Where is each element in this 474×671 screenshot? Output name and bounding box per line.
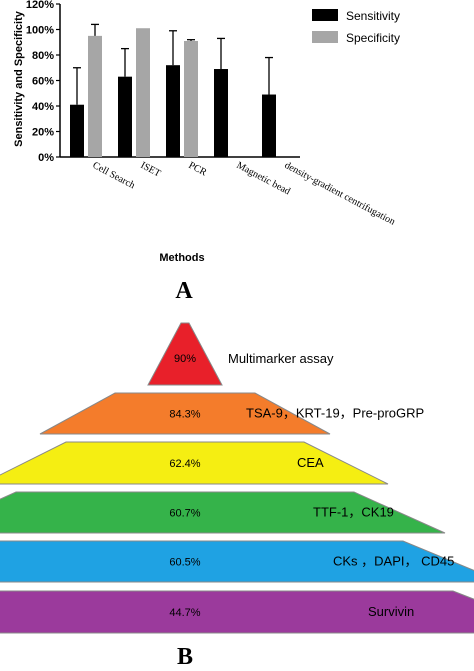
pyramid-label: TSA-9，KRT-19，Pre-proGRP [246,406,424,421]
y-tick-labels: 0% 20% 40% 60% 80% 100% 120% [26,0,54,164]
x-tick-labels: Cell Search ISET PCR Magnetic beaddensity-g… [91,160,397,228]
pyramid-label: TTF-1，CK19 [313,505,394,520]
pyramid-label: CKs ，DAPI， CD45 [333,554,454,569]
bar-sensitivity [70,104,84,157]
x-tick-label: Magnetic bead [235,160,292,197]
pyramid-levels: 90% Multimarker assay 84.3% TSA-9，KRT-19，Pr… [0,322,474,634]
y-tick-label: 80% [32,50,54,62]
bar-chart-panel: 0% 20% 40% 60% 80% 100% 120% Cell Search ISET PC… [13,0,400,304]
x-tick-label: ISET [139,160,163,180]
bar-sensitivity [262,94,276,157]
pyramid-value: 90% [174,353,196,365]
pyramid-level [0,491,446,534]
panel-label-a: A [175,278,193,304]
legend-label: Sensitivity [346,9,400,23]
bar-specificity [136,28,150,157]
pyramid-level [0,540,474,583]
legend-swatch [312,31,338,43]
pyramid-value: 60.7% [169,508,200,520]
x-tick-label: density-gradient centrifugation [283,160,397,228]
pyramid-value: 44.7% [169,607,200,619]
bar-sensitivity [118,76,132,157]
pyramid-value: 84.3% [169,409,200,421]
bar-sensitivity [214,69,228,157]
pyramid-value: 62.4% [169,458,200,470]
x-tick-label: Cell Search [91,160,137,191]
bars [70,23,276,157]
bar-specificity [88,35,102,157]
pyramid-level [0,590,474,634]
legend: Sensitivity Specificity [312,9,400,45]
panel-label-b: B [177,644,193,670]
x-axis-label: Methods [159,252,204,264]
y-axis-label: Sensitivity and Specificity [13,10,25,147]
pyramid-level [39,392,331,435]
bar-sensitivity [166,65,180,157]
y-tick-label: 40% [32,101,54,113]
pyramid-level [0,441,389,485]
y-tick-label: 0% [38,152,54,164]
pyramid-label: Survivin [368,604,414,619]
pyramid-label: CEA [297,455,324,470]
pyramid-label: Multimarker assay [228,351,334,366]
pyramid-value: 60.5% [169,557,200,569]
y-tick-label: 120% [26,0,54,11]
legend-swatch [312,9,338,21]
y-tick-label: 100% [26,25,54,37]
y-tick-label: 60% [32,76,54,88]
legend-label: Specificity [346,31,400,45]
x-tick-label: PCR [187,160,209,179]
bar-specificity [184,40,198,157]
pyramid-panel: 90% Multimarker assay 84.3% TSA-9，KRT-19，Pr… [0,322,474,670]
pyramid-level [147,322,223,386]
y-tick-label: 20% [32,127,54,139]
